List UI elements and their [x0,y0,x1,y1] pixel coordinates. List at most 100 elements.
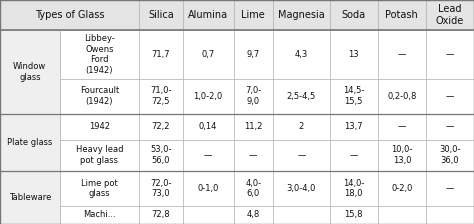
Text: 72,2: 72,2 [152,122,170,131]
Bar [182,30,234,79]
Text: 4,0-
6,0: 4,0- 6,0 [245,179,261,198]
Bar [234,171,273,206]
Text: 7,0-
9,0: 7,0- 9,0 [245,86,261,106]
Text: 71,7: 71,7 [152,50,170,59]
Bar [426,30,474,79]
Bar [330,0,378,30]
Bar [139,0,182,30]
Text: 72,0-
73,0: 72,0- 73,0 [150,179,172,198]
Text: Soda: Soda [342,10,366,20]
Bar [330,206,378,224]
Text: Window
glass: Window glass [13,62,46,82]
Text: —: — [398,50,406,59]
Bar [426,0,474,30]
Bar [273,171,330,206]
Bar [139,171,182,206]
Text: 9,7: 9,7 [246,50,260,59]
Bar [426,171,474,206]
Text: 2: 2 [299,122,304,131]
Bar [182,114,234,140]
Bar [273,206,330,224]
Bar [426,114,474,140]
Bar [273,114,330,140]
Text: Alumina: Alumina [188,10,228,20]
Text: Types of Glass: Types of Glass [35,10,104,20]
Text: 1,0-2,0: 1,0-2,0 [193,92,223,101]
Text: Heavy lead
pot glass: Heavy lead pot glass [76,145,123,165]
Text: Tableware: Tableware [9,193,51,202]
Text: Potash: Potash [385,10,418,20]
Text: 15,8: 15,8 [345,211,363,220]
Text: —: — [349,151,358,160]
Bar [0,0,139,30]
Bar [273,140,330,171]
Text: 0-1,0: 0-1,0 [197,184,219,193]
Bar [182,79,234,114]
Text: 13: 13 [348,50,359,59]
Text: 0,2-0,8: 0,2-0,8 [387,92,417,101]
Text: —: — [249,151,257,160]
Text: 14,5-
15,5: 14,5- 15,5 [343,86,365,106]
Bar [139,79,182,114]
Bar [378,206,426,224]
Text: Silica: Silica [148,10,173,20]
Text: 14,0-
18,0: 14,0- 18,0 [343,179,365,198]
Text: Lime pot
glass: Lime pot glass [81,179,118,198]
Bar [60,140,139,171]
Bar [273,30,330,79]
Text: 30,0-
36,0: 30,0- 36,0 [439,145,461,165]
Bar [378,114,426,140]
Text: —: — [446,122,454,131]
Text: 72,8: 72,8 [152,211,170,220]
Text: 53,0-
56,0: 53,0- 56,0 [150,145,172,165]
Bar [426,140,474,171]
Bar [234,206,273,224]
Text: 3,0-4,0: 3,0-4,0 [287,184,316,193]
Text: Lead
Oxide: Lead Oxide [436,4,464,26]
Bar [182,0,234,30]
Text: Machi...: Machi... [83,211,116,220]
Text: —: — [297,151,306,160]
Bar [378,79,426,114]
Bar [60,30,139,79]
Bar [378,0,426,30]
Bar [60,79,139,114]
Bar [60,114,139,140]
Bar [139,206,182,224]
Bar [378,171,426,206]
Bar [273,0,330,30]
Bar [182,171,234,206]
Bar [330,79,378,114]
Text: 1942: 1942 [89,122,110,131]
Text: 10,0-
13,0: 10,0- 13,0 [391,145,412,165]
Bar [139,30,182,79]
Bar [234,114,273,140]
Bar [330,114,378,140]
Text: —: — [204,151,212,160]
Bar [60,171,139,206]
Bar [182,140,234,171]
Text: —: — [398,122,406,131]
Bar [378,140,426,171]
Text: 71,0-
72,5: 71,0- 72,5 [150,86,172,106]
Bar [234,0,273,30]
Text: 4,8: 4,8 [246,211,260,220]
Bar [234,79,273,114]
Bar [0,114,60,171]
Text: Fourcault
(1942): Fourcault (1942) [80,86,119,106]
Bar [330,140,378,171]
Bar [426,79,474,114]
Text: 2,5-4,5: 2,5-4,5 [287,92,316,101]
Bar [273,79,330,114]
Text: 4,3: 4,3 [295,50,308,59]
Bar [234,30,273,79]
Bar [182,206,234,224]
Bar [378,30,426,79]
Bar [426,206,474,224]
Text: —: — [446,92,454,101]
Text: Magnesia: Magnesia [278,10,325,20]
Bar [0,30,60,114]
Bar [234,140,273,171]
Text: Lime: Lime [241,10,265,20]
Bar [330,30,378,79]
